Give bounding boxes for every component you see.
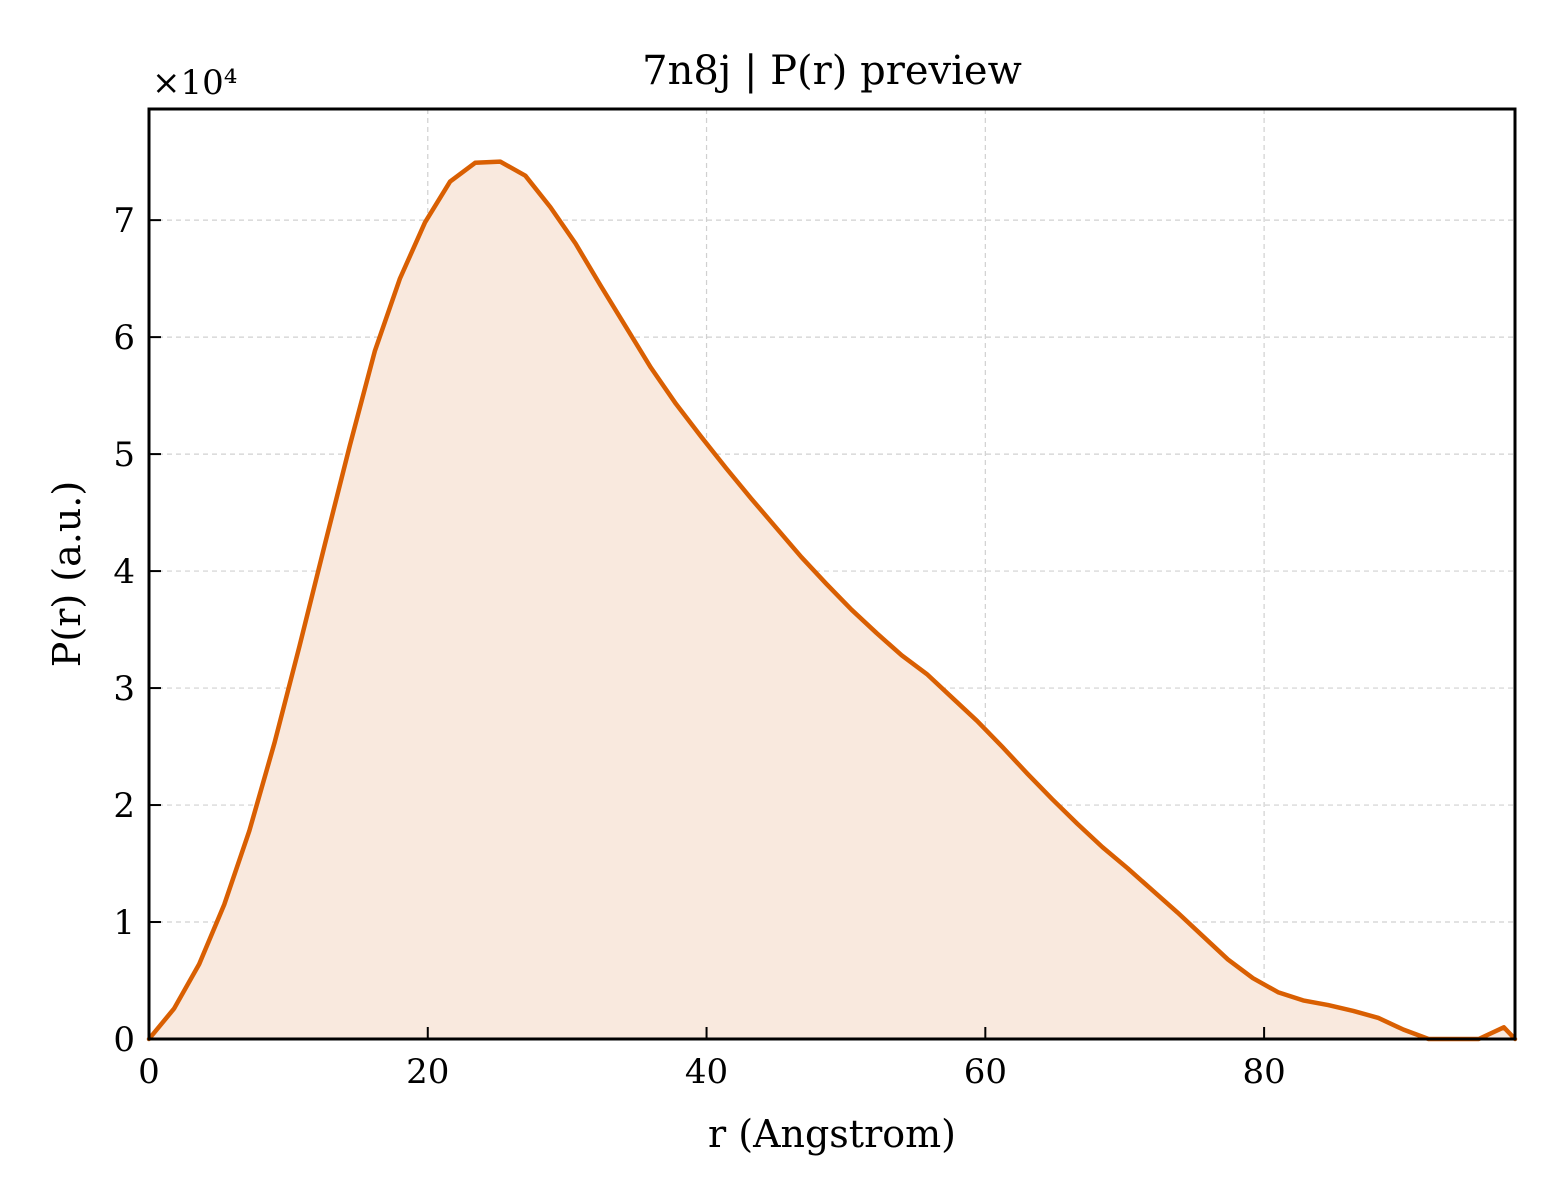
pr-curve-line [146,159,1518,1042]
y-tick-label: 4 [113,552,135,592]
plot-frame [147,107,1517,1041]
chart-title: 7n8j | P(r) preview [642,48,1022,94]
y-tick-label: 3 [113,669,135,709]
x-tick-label: 20 [406,1052,449,1092]
y-tick-label: 6 [113,318,135,358]
y-tick-label: 1 [113,903,135,943]
x-tick-label: 40 [685,1052,728,1092]
y-axis-label: P(r) (a.u.) [45,481,89,667]
x-tick-label: 0 [138,1052,160,1092]
y-tick-label: 7 [113,201,135,241]
y-tick-label: 5 [113,435,135,475]
ticks: 0 20 40 60 80 0 1 2 3 4 5 6 7 [113,201,1285,1092]
pr-area-fill [149,161,1515,1039]
y-axis-multiplier: ×10⁴ [152,63,237,103]
x-tick-label: 80 [1242,1052,1285,1092]
y-tick-label: 0 [113,1020,135,1060]
line-layer [146,159,1518,1042]
x-tick-label: 60 [964,1052,1007,1092]
x-axis-label: r (Angstrom) [708,1112,956,1156]
y-tick-label: 2 [113,786,135,826]
area-fill-layer [149,161,1515,1039]
